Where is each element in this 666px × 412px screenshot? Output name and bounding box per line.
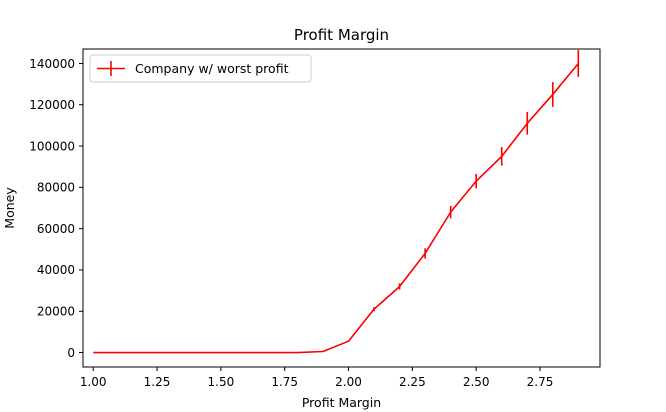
x-tick-label: 1.75 bbox=[271, 375, 298, 389]
y-axis-label: Money bbox=[2, 187, 17, 229]
y-tick-label: 80000 bbox=[37, 181, 75, 195]
y-tick-label: 20000 bbox=[37, 305, 75, 319]
x-tick-label: 2.25 bbox=[399, 375, 426, 389]
chart-title: Profit Margin bbox=[294, 26, 389, 44]
legend: Company w/ worst profit bbox=[89, 54, 312, 83]
x-tick-label: 1.25 bbox=[144, 375, 171, 389]
y-tick-label: 60000 bbox=[37, 222, 75, 236]
x-axis-label: Profit Margin bbox=[302, 395, 381, 410]
y-tick-label: 140000 bbox=[29, 57, 75, 71]
y-axis-ticks: 0 20000 40000 60000 80000 100000 120000 140000 bbox=[29, 57, 83, 360]
y-tick-label: 40000 bbox=[37, 263, 75, 277]
y-tick-label: 120000 bbox=[29, 98, 75, 112]
y-tick-label: 100000 bbox=[29, 139, 75, 153]
x-axis-ticks: 1.00 1.25 1.50 1.75 2.00 2.25 2.50 2.75 bbox=[80, 367, 554, 389]
plot-frame bbox=[82, 48, 601, 368]
legend-label: Company w/ worst profit bbox=[135, 61, 289, 76]
x-tick-label: 2.75 bbox=[527, 375, 554, 389]
y-tick-label: 0 bbox=[67, 346, 75, 360]
series-line bbox=[93, 62, 579, 354]
x-tick-label: 1.00 bbox=[80, 375, 107, 389]
x-tick-label: 2.50 bbox=[463, 375, 490, 389]
x-tick-label: 1.50 bbox=[208, 375, 235, 389]
series-layer bbox=[93, 50, 580, 354]
legend-box bbox=[89, 54, 312, 83]
x-tick-label: 2.00 bbox=[335, 375, 362, 389]
plot-area bbox=[83, 49, 600, 367]
